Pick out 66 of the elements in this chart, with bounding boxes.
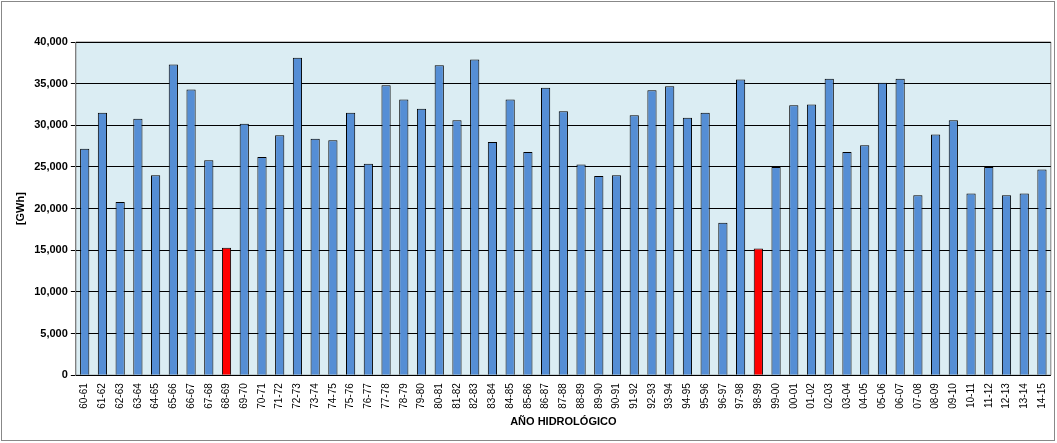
x-tick-label: 60-61 [78,382,90,409]
x-tick-label: 94-95 [681,382,693,409]
x-tick-label: 62-63 [113,382,125,409]
x-tick-label: 08-09 [929,382,941,409]
x-tick-label: 72-73 [291,382,303,409]
x-tick-label: 66-67 [184,382,196,409]
x-tick-label: 03-04 [840,382,852,409]
x-tick-label: 09-10 [947,382,959,409]
x-tick-label: 13-14 [1017,382,1029,409]
x-tick-label: 63-64 [131,382,143,409]
x-tick-label: 04-05 [858,382,870,409]
x-tick-label: 81-82 [450,382,462,409]
x-tick-label: 71-72 [273,382,285,409]
y-tick-label: 30,000 [34,118,68,131]
x-tick-label: 73-74 [308,382,320,409]
y-tick-label: 5,000 [40,326,68,339]
x-tick-label: 64-65 [149,382,161,409]
x-tick-label: 82-83 [468,382,480,409]
x-tick-label: 61-62 [96,382,108,409]
x-tick-label: 74-75 [326,382,338,409]
y-tick-label: 40,000 [34,35,68,48]
x-tick-label: 99-00 [769,382,781,409]
x-tick-label: 12-13 [1000,382,1012,409]
x-tick-label: 10-11 [964,382,976,409]
x-tick-label: 92-93 [645,382,657,409]
x-tick-label: 83-84 [486,382,498,409]
x-tick-label: 07-08 [911,382,923,409]
x-tick-label: 06-07 [893,382,905,409]
x-tick-label: 96-97 [716,382,728,409]
x-tick-label: 86-87 [539,382,551,409]
x-tick-label: 79-80 [415,382,427,409]
y-tick-label: 10,000 [34,284,68,297]
x-tick-label: 90-91 [610,382,622,409]
x-tick-label: 93-94 [663,382,675,409]
x-tick-label: 77-78 [379,382,391,409]
x-tick-label: 89-90 [592,382,604,409]
x-tick-label: 70-71 [255,382,267,409]
y-tick-label: 0 [61,368,68,381]
y-tick-label: 35,000 [34,76,68,89]
x-tick-label: 65-66 [167,382,179,409]
x-tick-label: 01-02 [805,382,817,409]
x-tick-label: 69-70 [238,382,249,409]
x-tick-label: 84-85 [503,382,515,409]
x-tick-label: 98-99 [752,382,764,409]
x-tick-label: 80-81 [433,382,444,409]
x-tick-label: 02-03 [822,382,834,409]
x-tick-label: 05-06 [876,382,888,409]
x-tick-label: 87-88 [557,382,569,409]
y-axis-title: [GWh] [13,191,26,226]
x-tick-label: 76-77 [362,382,374,409]
x-tick-label: 88-89 [574,382,586,409]
x-tick-label: 91-92 [627,382,639,409]
x-tick-label: 85-86 [521,382,533,409]
x-tick-label: 67-68 [202,382,214,409]
y-tick-label: 25,000 [34,159,68,172]
x-tick-label: 97-98 [734,382,746,409]
x-tick-label: 68-69 [220,382,232,409]
y-tick-label: 20,000 [34,201,68,214]
x-axis-title: AÑO HIDROLÓGICO [510,415,617,428]
x-tick-label: 11-12 [982,382,994,409]
x-tick-label: 14-15 [1035,382,1047,409]
x-tick-label: 95-96 [698,382,710,409]
x-tick-label: 78-79 [397,382,409,409]
x-tick-label: 00-01 [787,382,799,409]
y-tick-label: 15,000 [34,243,68,256]
x-tick-label: 75-76 [344,382,356,409]
